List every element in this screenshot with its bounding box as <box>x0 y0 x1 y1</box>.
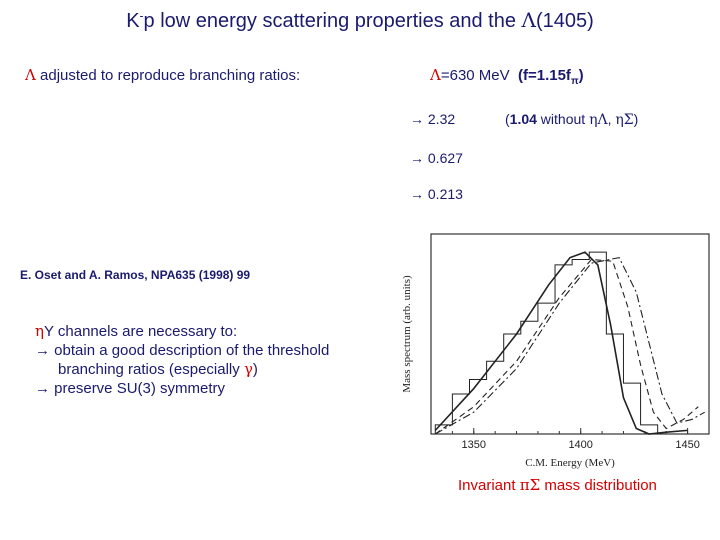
arrow-icon: → <box>410 150 424 166</box>
note-close: ) <box>633 111 639 127</box>
notes-line-2: → obtain a good description of the thres… <box>35 341 329 360</box>
plot-caption: Invariant πΣ mass distribution <box>458 476 657 494</box>
note-open: ( <box>505 111 510 127</box>
arrow-icon: → <box>35 342 50 359</box>
note-sigma: Σ <box>623 112 634 128</box>
note-lambda: Λ <box>597 112 608 128</box>
gamma-symbol: γ <box>243 360 253 378</box>
curves-group <box>434 251 705 435</box>
title-text: p low energy scattering properties and t… <box>143 10 522 32</box>
note-text: without <box>536 111 590 127</box>
arrow-icon: → <box>35 380 50 397</box>
plot-frame <box>430 233 710 435</box>
notes-text-4: preserve SU(3) symmetry <box>50 380 226 397</box>
notes-line-1: ηY channels are necessary to: <box>35 322 329 341</box>
f-value: (f=1.15f <box>517 67 571 84</box>
notes-text-2: obtain a good description of the thresho… <box>50 342 330 359</box>
result-value: 2.32 <box>427 111 456 127</box>
caption-post: mass distribution <box>540 477 657 494</box>
mass-spectrum-plot: 1350 1400 1450 Mass spectrum (arb. units) … <box>398 228 716 474</box>
page-title: K-p low energy scattering properties and… <box>0 8 720 33</box>
x-tick-label: 1350 <box>462 439 486 451</box>
notes-text-3b: ) <box>252 361 258 378</box>
result-value: 0.213 <box>427 186 463 202</box>
note-bold: 1.04 <box>509 111 537 127</box>
eta-symbol: η <box>35 322 44 340</box>
lambda-adjusted-text: adjusted to reproduce branching ratios: <box>35 67 301 84</box>
caption-pre: Invariant <box>458 477 520 494</box>
x-axis-label: C.M. Energy (MeV) <box>525 457 615 469</box>
result-row-1: → 2.32 <box>410 111 455 127</box>
y-axis-label: Mass spectrum (arb. units) <box>401 275 413 393</box>
lambda-adjusted-statement: Λ adjusted to reproduce branching ratios… <box>25 66 300 84</box>
note-eta-2: η <box>615 112 624 128</box>
title-superscript: - <box>139 8 144 23</box>
result-note: (1.04 without ηΛ, ηΣ) <box>505 111 638 128</box>
x-tick-label: 1450 <box>675 439 699 451</box>
result-row-3: → 0.213 <box>410 186 463 202</box>
lambda-value: Λ=630 MeV (f=1.15fπ) <box>430 66 584 87</box>
title-tail: (1405) <box>535 10 594 32</box>
curve-dashed <box>434 258 699 435</box>
notes-line-3: branching ratios (especially γ) <box>35 360 329 379</box>
x-tick-label: 1400 <box>568 439 592 451</box>
arrow-icon: → <box>410 186 424 202</box>
f-close: ) <box>578 67 584 84</box>
histogram-group <box>434 251 659 434</box>
result-value: 0.627 <box>427 150 463 166</box>
note-comma: , <box>607 111 616 127</box>
histogram-data <box>434 251 659 434</box>
lambda-value-symbol: Λ <box>430 66 441 84</box>
title-k: K <box>126 10 140 32</box>
caption-pi: π <box>519 476 530 494</box>
notes-text-1: Y channels are necessary to: <box>44 323 238 340</box>
notes-line-4: → preserve SU(3) symmetry <box>35 379 329 398</box>
note-eta: η <box>589 112 598 128</box>
notes-text-3a: branching ratios (especially <box>58 361 244 378</box>
lambda-value-number: =630 MeV <box>440 67 510 84</box>
result-row-2: → 0.627 <box>410 150 463 166</box>
notes-block: ηY channels are necessary to: → obtain a… <box>35 322 329 398</box>
ticks-group: 1350 1400 1450 <box>451 428 700 451</box>
title-lambda: Λ <box>521 8 536 32</box>
reference: E. Oset and A. Ramos, NPA635 (1998) 99 <box>20 268 251 282</box>
arrow-icon: → <box>410 111 424 127</box>
curve-solid <box>434 251 688 435</box>
caption-sigma: Σ <box>529 476 541 494</box>
plot-svg: 1350 1400 1450 Mass spectrum (arb. units) … <box>401 233 710 469</box>
lambda-symbol: Λ <box>25 66 36 84</box>
f-subscript: π <box>570 76 579 87</box>
